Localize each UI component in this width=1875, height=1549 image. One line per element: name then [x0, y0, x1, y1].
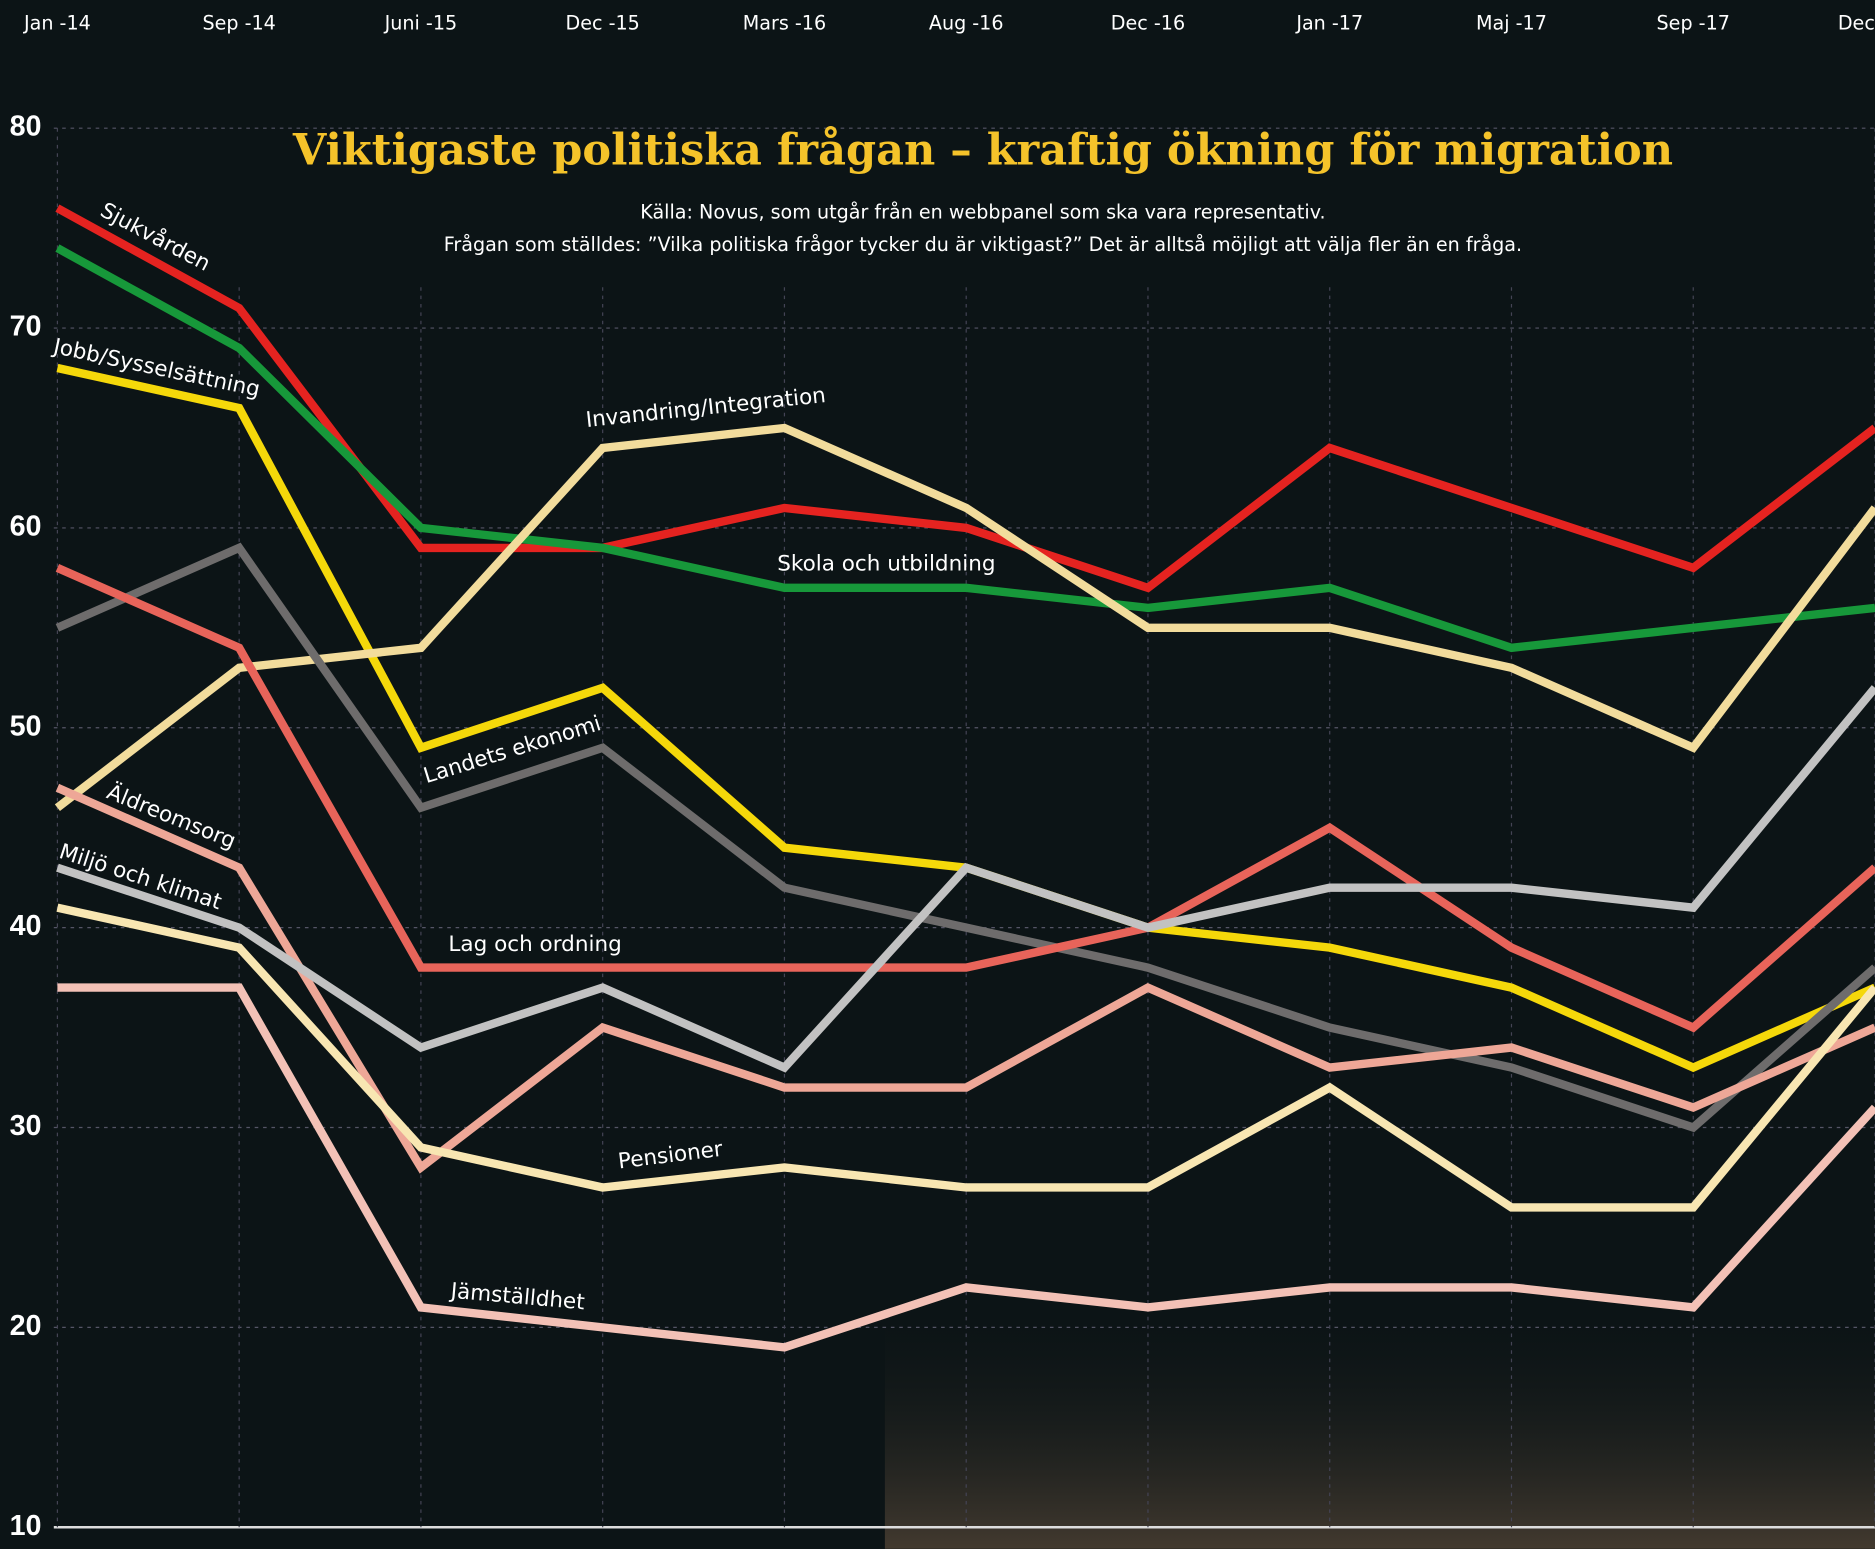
subtitle: Frågan som ställdes: ”Vilka politiska fr…	[444, 233, 1522, 256]
y-tick-label: 60	[10, 510, 42, 542]
y-tick-label: 10	[10, 1510, 42, 1542]
y-tick-label: 20	[10, 1310, 42, 1342]
x-tick-label: Sep -14	[202, 12, 275, 35]
y-tick-label: 30	[10, 1110, 42, 1142]
y-tick-label: 50	[10, 710, 42, 742]
x-tick-label: Sep -17	[1657, 12, 1730, 35]
y-tick-label: 80	[10, 111, 42, 143]
y-tick-label: 70	[10, 311, 42, 343]
x-tick-label: Dec -15	[566, 12, 640, 35]
x-tick-label: Juni -15	[384, 12, 458, 35]
x-tick-label: Mars -16	[743, 12, 826, 35]
x-tick-label: Aug -16	[929, 12, 1004, 35]
x-tick-label: Jan -14	[23, 12, 91, 35]
photo	[885, 1304, 1875, 1549]
chart: Viktigaste politiska frågan – kraftig ök…	[0, 0, 1875, 1549]
subtitle: Källa: Novus, som utgår från en webbpane…	[640, 201, 1325, 224]
x-tick-label: Dec -17	[1838, 12, 1875, 35]
series-label: Lag och ordning	[448, 932, 621, 957]
x-tick-label: Jan -17	[1295, 12, 1363, 35]
chart-title: Viktigaste politiska frågan – kraftig ök…	[292, 125, 1673, 175]
series-label: Skola och utbildning	[777, 552, 995, 577]
x-tick-label: Dec -16	[1111, 12, 1185, 35]
y-tick-label: 40	[10, 910, 42, 942]
x-tick-label: Maj -17	[1476, 12, 1547, 35]
